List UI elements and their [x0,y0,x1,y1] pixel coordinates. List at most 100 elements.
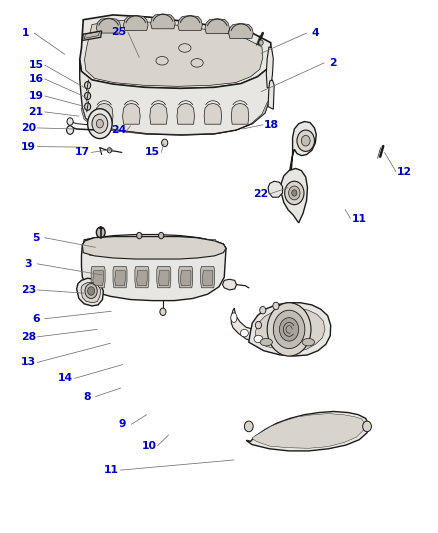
Circle shape [85,284,97,298]
Circle shape [88,109,112,139]
Text: 16: 16 [28,74,43,84]
Circle shape [85,82,91,89]
Circle shape [273,310,305,349]
Text: 28: 28 [21,332,36,342]
Polygon shape [246,411,369,451]
Polygon shape [281,168,307,223]
Text: 13: 13 [21,358,36,367]
Polygon shape [80,55,272,135]
Polygon shape [159,271,169,286]
Circle shape [259,40,263,45]
Text: 19: 19 [28,91,43,101]
Polygon shape [81,100,269,135]
Circle shape [67,126,74,134]
Ellipse shape [281,338,293,346]
Circle shape [279,318,299,341]
Text: 5: 5 [32,233,40,243]
Polygon shape [252,414,365,448]
Circle shape [289,186,300,200]
Ellipse shape [240,329,248,337]
FancyBboxPatch shape [155,239,172,255]
Polygon shape [178,15,202,30]
Circle shape [267,303,311,356]
Circle shape [363,421,371,432]
Text: 8: 8 [83,392,91,401]
Polygon shape [151,14,175,29]
Circle shape [273,302,279,310]
Circle shape [159,232,164,239]
Circle shape [301,135,310,146]
Polygon shape [202,271,213,286]
Text: 1: 1 [21,28,29,38]
Polygon shape [124,15,148,30]
Circle shape [292,190,297,196]
Circle shape [285,181,304,205]
Polygon shape [150,103,167,124]
Ellipse shape [302,338,314,346]
Circle shape [297,130,314,151]
Circle shape [244,421,253,432]
Text: 15: 15 [28,60,43,70]
Polygon shape [205,19,230,34]
Polygon shape [93,271,103,286]
Text: 20: 20 [21,123,36,133]
Polygon shape [137,271,147,286]
Polygon shape [96,18,121,33]
Text: 25: 25 [112,27,127,37]
Polygon shape [286,122,316,196]
Polygon shape [223,279,237,290]
Circle shape [67,118,73,125]
Circle shape [260,306,266,314]
Polygon shape [81,282,101,303]
Polygon shape [135,266,149,288]
Circle shape [137,232,142,239]
Circle shape [107,148,112,153]
Polygon shape [268,181,283,197]
Polygon shape [266,47,273,88]
Polygon shape [91,266,105,288]
Polygon shape [82,237,226,259]
Ellipse shape [231,313,237,322]
Polygon shape [82,31,102,41]
Ellipse shape [260,338,272,346]
Polygon shape [82,235,226,259]
Polygon shape [229,23,253,38]
Text: 23: 23 [21,285,36,295]
FancyBboxPatch shape [198,239,216,255]
Polygon shape [80,15,272,88]
Text: 6: 6 [32,314,40,324]
Polygon shape [95,103,113,124]
Polygon shape [77,278,103,306]
FancyBboxPatch shape [111,239,128,255]
Text: 4: 4 [311,28,319,38]
Polygon shape [85,20,263,86]
Polygon shape [177,103,194,124]
Text: 2: 2 [329,58,337,68]
Polygon shape [113,266,127,288]
Text: 14: 14 [58,374,73,383]
Ellipse shape [156,56,168,65]
Circle shape [85,92,91,100]
FancyBboxPatch shape [177,239,194,255]
Polygon shape [180,271,191,286]
Polygon shape [81,237,226,301]
Circle shape [96,119,103,128]
Text: 17: 17 [75,148,90,157]
Circle shape [255,321,261,329]
Circle shape [162,139,168,147]
Text: 3: 3 [25,259,32,269]
Circle shape [85,103,91,110]
Polygon shape [231,103,249,124]
Text: 22: 22 [253,189,268,199]
Circle shape [92,114,108,133]
Ellipse shape [179,44,191,52]
Text: 11: 11 [352,214,367,223]
FancyBboxPatch shape [89,239,106,255]
Ellipse shape [254,335,263,343]
Polygon shape [115,271,125,286]
Polygon shape [268,80,274,109]
Text: 10: 10 [141,441,156,450]
Polygon shape [179,266,193,288]
Ellipse shape [268,337,275,345]
Text: 15: 15 [145,148,160,157]
